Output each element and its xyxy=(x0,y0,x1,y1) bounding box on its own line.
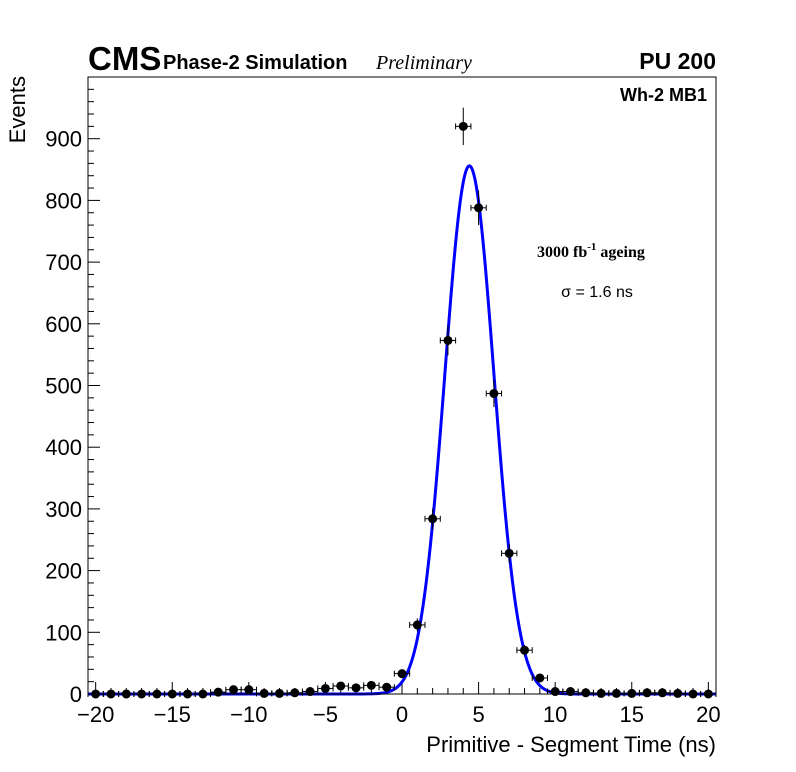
y-tick-label: 700 xyxy=(45,250,82,275)
x-tick-label: 15 xyxy=(620,702,644,727)
data-marker xyxy=(259,688,269,698)
x-tick-label: 0 xyxy=(396,702,408,727)
region-label: Wh-2 MB1 xyxy=(620,85,707,105)
x-tick-label: −20 xyxy=(77,702,114,727)
y-tick-label: 0 xyxy=(70,682,82,707)
data-marker xyxy=(244,685,254,695)
data-marker xyxy=(474,203,484,213)
data-point xyxy=(516,644,533,656)
data-marker xyxy=(305,687,315,697)
data-marker xyxy=(611,688,621,698)
sigma-label: σ = 1.6 ns xyxy=(561,284,633,301)
data-marker xyxy=(657,688,667,698)
data-point xyxy=(378,682,395,692)
data-point xyxy=(531,673,549,683)
data-marker xyxy=(274,688,284,698)
x-tick-label: 10 xyxy=(543,702,567,727)
data-point xyxy=(455,107,472,146)
data-marker xyxy=(627,688,637,698)
data-marker xyxy=(213,687,223,697)
data-marker xyxy=(642,688,652,698)
data-point xyxy=(424,508,441,530)
data-point xyxy=(577,688,594,698)
data-marker xyxy=(320,683,330,693)
data-marker xyxy=(581,688,591,698)
tick-labels: −20 −15 −10 −5 0 5 10 15 20010020030040050060070… xyxy=(45,127,720,727)
y-tick-label: 800 xyxy=(45,188,82,213)
data-point xyxy=(501,544,518,563)
pileup-label: PU 200 xyxy=(639,48,716,74)
y-tick-label: 200 xyxy=(45,559,82,584)
data-point xyxy=(393,669,411,679)
data-marker xyxy=(489,389,499,399)
data-marker xyxy=(351,683,361,693)
y-tick-label: 100 xyxy=(45,620,82,645)
ageing-main: 3000 fb xyxy=(537,244,587,261)
data-marker xyxy=(428,514,438,524)
data-point xyxy=(439,325,457,356)
ageing-label: 3000 fb-1 ageing xyxy=(537,241,645,261)
data-marker xyxy=(673,688,683,698)
data-marker xyxy=(336,681,346,691)
x-tick-label: −15 xyxy=(154,702,191,727)
plot-frame xyxy=(87,76,717,695)
data-marker xyxy=(596,688,606,698)
data-marker xyxy=(535,673,545,683)
data-marker xyxy=(382,682,392,692)
x-axis-title: Primitive - Segment Time (ns) xyxy=(426,732,716,757)
x-tick-label: −10 xyxy=(230,702,267,727)
data-point xyxy=(332,681,349,691)
y-tick-label: 400 xyxy=(45,435,82,460)
y-tick-label: 500 xyxy=(45,374,82,399)
ageing-superscript: -1 xyxy=(587,241,596,253)
ageing-rest: ageing xyxy=(596,244,644,261)
data-marker xyxy=(520,645,530,655)
y-tick-label: 900 xyxy=(45,127,82,152)
x-tick-label: −5 xyxy=(313,702,338,727)
data-marker xyxy=(504,548,514,558)
data-point xyxy=(470,190,487,226)
data-marker xyxy=(458,121,468,131)
data-marker xyxy=(229,685,239,695)
data-marker xyxy=(565,687,575,697)
y-tick-label: 300 xyxy=(45,497,82,522)
preliminary-label: Preliminary xyxy=(375,52,472,74)
data-marker xyxy=(550,687,560,697)
data-point xyxy=(638,688,656,698)
data-marker xyxy=(412,620,422,630)
data-point xyxy=(409,618,426,632)
data-marker xyxy=(290,688,300,698)
data-point xyxy=(485,379,503,408)
phase2-simulation-label: Phase-2 Simulation xyxy=(163,52,348,74)
data-marker xyxy=(443,335,453,345)
y-axis-title: Events xyxy=(5,76,30,143)
data-marker xyxy=(397,669,407,679)
x-tick-label: 5 xyxy=(472,702,484,727)
x-tick-label: 20 xyxy=(696,702,720,727)
cms-label: CMS xyxy=(88,40,161,77)
data-marker xyxy=(366,680,376,690)
y-tick-label: 600 xyxy=(45,312,82,337)
